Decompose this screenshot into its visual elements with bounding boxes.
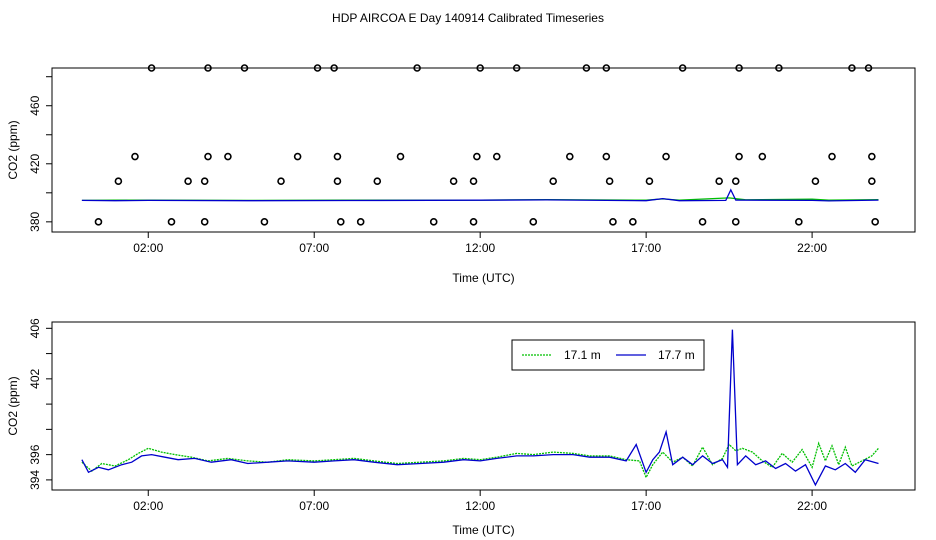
scatter-point bbox=[373, 177, 382, 186]
scatter-point bbox=[602, 64, 611, 72]
scatter-point bbox=[293, 152, 302, 161]
scatter-point bbox=[698, 218, 707, 226]
series-line-blue bbox=[81, 188, 879, 202]
x-axis-label: Time (UTC) bbox=[452, 271, 514, 285]
scatter-point bbox=[715, 177, 723, 186]
scatter-point bbox=[94, 218, 103, 226]
scatter-point bbox=[678, 64, 687, 72]
scatter-point bbox=[147, 64, 156, 72]
scatter-point bbox=[131, 152, 139, 161]
scatter-point bbox=[469, 177, 478, 186]
y-tick-label: 402 bbox=[28, 369, 42, 389]
y-tick-label: 460 bbox=[28, 95, 42, 115]
y-tick-label: 394 bbox=[28, 470, 42, 490]
scatter-point bbox=[731, 218, 740, 226]
x-tick-label: 07:00 bbox=[299, 241, 329, 255]
x-axis-label: Time (UTC) bbox=[452, 523, 514, 537]
y-axis-label: CO2 (ppm) bbox=[6, 120, 20, 179]
scatter-point bbox=[277, 177, 285, 186]
scatter-point bbox=[224, 152, 232, 161]
x-tick-label: 17:00 bbox=[631, 241, 661, 255]
scatter-point bbox=[473, 152, 481, 161]
y-tick-label: 380 bbox=[28, 212, 42, 232]
scatter-point bbox=[645, 177, 654, 186]
scatter-point bbox=[735, 152, 743, 161]
scatter-point bbox=[396, 152, 405, 161]
scatter-point bbox=[492, 152, 501, 161]
scatter-point bbox=[313, 64, 322, 72]
scatter-point bbox=[330, 64, 338, 72]
scatter-point bbox=[204, 64, 212, 72]
y-tick-label: 396 bbox=[28, 444, 42, 464]
scatter-point bbox=[871, 218, 879, 226]
scatter-point bbox=[333, 177, 342, 186]
legend-label: 17.1 m bbox=[564, 348, 601, 362]
scatter-point bbox=[775, 64, 783, 72]
scatter-point bbox=[184, 177, 192, 186]
x-tick-label: 22:00 bbox=[797, 241, 827, 255]
scatter-point bbox=[582, 64, 591, 72]
scatter-point bbox=[848, 64, 856, 72]
scatter-point bbox=[167, 218, 176, 226]
scatter-point bbox=[204, 152, 212, 161]
scatter-point bbox=[735, 64, 743, 72]
scatter-point bbox=[529, 218, 538, 226]
y-tick-label: 406 bbox=[28, 318, 42, 338]
scatter-point bbox=[200, 177, 209, 186]
plot-frame bbox=[51, 321, 916, 491]
x-tick-label: 12:00 bbox=[465, 241, 495, 255]
scatter-point bbox=[602, 152, 611, 161]
scatter-point bbox=[868, 152, 876, 161]
series-line-blue bbox=[81, 329, 879, 487]
x-tick-label: 17:00 bbox=[631, 499, 661, 513]
scatter-point bbox=[200, 218, 209, 226]
scatter-point bbox=[114, 177, 123, 186]
scatter-point bbox=[469, 218, 478, 226]
top-panel-calibration-plot: 02:00 07:00 12:00 17:00 22:00 380 420 460 Time (… bbox=[6, 64, 916, 285]
scatter-point bbox=[260, 218, 269, 226]
y-axis-label: CO2 (ppm) bbox=[6, 376, 20, 435]
scatter-point bbox=[240, 64, 249, 72]
scatter-point bbox=[868, 177, 876, 186]
scatter-point bbox=[811, 177, 820, 186]
bottom-panel-timeseries-plot: 02:00 07:00 12:00 17:00 22:00 394 396 402 406 Tim… bbox=[6, 318, 916, 537]
x-tick-label: 02:00 bbox=[133, 241, 163, 255]
x-tick-label: 12:00 bbox=[465, 499, 495, 513]
scatter-point bbox=[512, 64, 521, 72]
scatter-point bbox=[476, 64, 484, 72]
legend: 17.1 m 17.7 m bbox=[511, 339, 705, 371]
figure-title: HDP AIRCOA E Day 140914 Calibrated Times… bbox=[332, 11, 604, 25]
scatter-point bbox=[731, 177, 740, 186]
x-tick-label: 22:00 bbox=[797, 499, 827, 513]
scatter-point bbox=[413, 64, 421, 72]
scatter-point bbox=[758, 152, 767, 161]
scatter-point bbox=[565, 152, 574, 161]
scatter-point bbox=[864, 64, 873, 72]
scatter-point bbox=[609, 218, 617, 226]
scatter-point bbox=[356, 218, 365, 226]
scatter-point bbox=[549, 177, 558, 186]
x-tick-label: 02:00 bbox=[133, 499, 163, 513]
x-tick-label: 07:00 bbox=[299, 499, 329, 513]
scatter-point bbox=[333, 152, 342, 161]
legend-label: 17.7 m bbox=[658, 348, 695, 362]
plot-frame bbox=[51, 67, 916, 233]
scatter-point bbox=[429, 218, 438, 226]
scatter-point bbox=[662, 152, 670, 161]
scatter-point bbox=[629, 218, 637, 226]
scatter-point bbox=[449, 177, 458, 186]
scatter-point bbox=[795, 218, 803, 226]
y-tick-label: 420 bbox=[28, 153, 42, 173]
scatter-point bbox=[828, 152, 836, 161]
scatter-point bbox=[605, 177, 614, 186]
scatter-point bbox=[336, 218, 345, 226]
